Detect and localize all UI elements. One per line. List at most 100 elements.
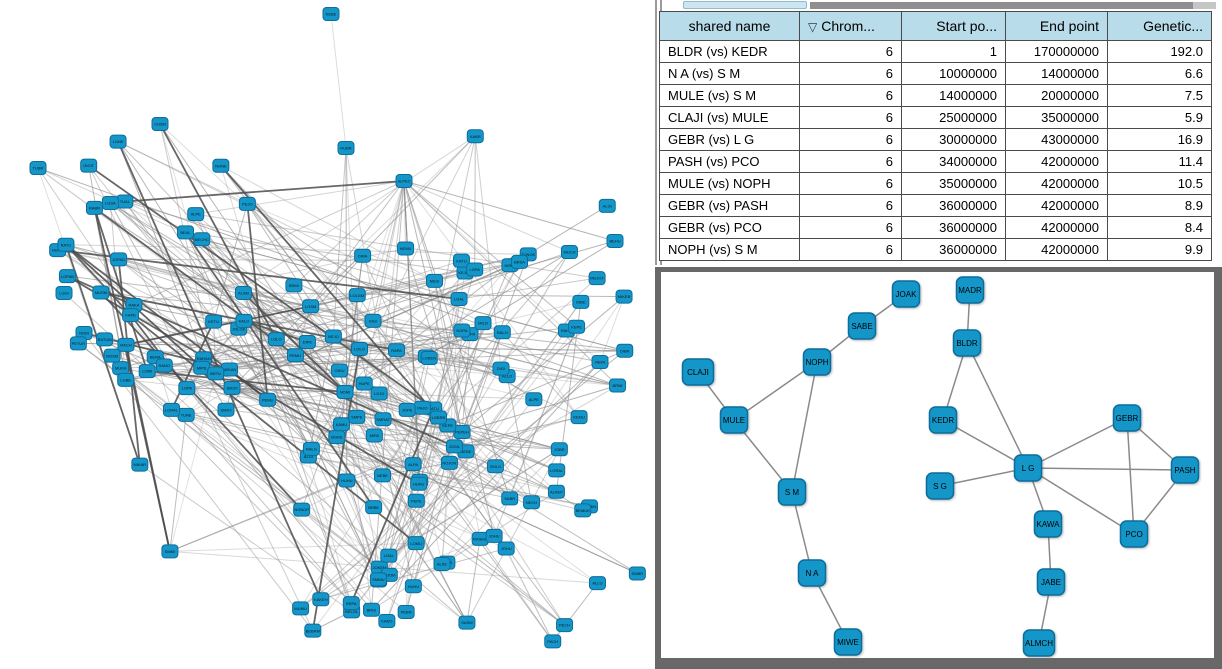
network-node[interactable]: MIKEB xyxy=(615,289,633,304)
network-node[interactable]: NOPA xyxy=(453,323,471,338)
network-node[interactable]: KEBE xyxy=(322,7,340,21)
cell-end-point[interactable]: 43000000 xyxy=(1005,128,1108,151)
cell-chromosome[interactable]: 6 xyxy=(799,194,902,217)
cell-shared-name[interactable]: BLDR (vs) KEDR xyxy=(659,40,800,63)
network-node[interactable]: GIGI xyxy=(364,313,382,328)
network-node[interactable]: KETU xyxy=(205,314,223,329)
network-node[interactable]: MUSM xyxy=(92,285,110,300)
cell-chromosome[interactable]: 6 xyxy=(799,150,902,173)
cell-end-point[interactable]: 42000000 xyxy=(1005,216,1108,239)
network-node[interactable]: MULE xyxy=(719,406,749,434)
network-node[interactable]: MUKE xyxy=(328,430,346,445)
table-tab-chip[interactable] xyxy=(683,1,807,9)
network-node[interactable]: DIGI xyxy=(492,361,510,376)
network-node[interactable]: ALPE xyxy=(525,392,543,407)
network-node[interactable]: TUNE xyxy=(177,407,195,422)
network-node[interactable]: PEPE xyxy=(407,493,425,508)
network-node[interactable]: NOMI xyxy=(336,385,354,399)
table-row[interactable]: PASH (vs) PCO 6 34000000 42000000 11.4 xyxy=(659,150,1212,173)
cell-genetic[interactable]: 7.5 xyxy=(1107,84,1212,107)
network-node[interactable]: TUAL xyxy=(116,194,134,209)
network-node[interactable]: SMMU xyxy=(369,572,387,587)
cell-chromosome[interactable]: 6 xyxy=(799,216,902,239)
cell-shared-name[interactable]: GEBR (vs) PASH xyxy=(659,194,800,217)
network-node[interactable]: BRPA xyxy=(342,596,360,611)
network-node[interactable]: PEJO xyxy=(238,196,256,211)
network-node[interactable]: HUBR xyxy=(337,141,355,155)
network-node[interactable]: JOHU xyxy=(497,541,515,556)
cell-start-point[interactable]: 30000000 xyxy=(901,128,1006,151)
network-node[interactable]: ALLG xyxy=(589,576,607,591)
network-node[interactable]: MUKA xyxy=(112,361,130,376)
cell-shared-name[interactable]: CLAJI (vs) MULE xyxy=(659,106,800,129)
network-node[interactable]: CLAJI xyxy=(681,358,715,386)
column-header-chromosome[interactable]: ▽ Chrom... xyxy=(799,11,902,41)
network-node[interactable]: RATUM xyxy=(96,332,114,347)
network-node[interactable]: PECH xyxy=(556,618,574,633)
network-node[interactable]: RAPA xyxy=(388,343,406,358)
cell-shared-name[interactable]: MULE (vs) NOPH xyxy=(659,172,800,195)
cell-end-point[interactable]: 35000000 xyxy=(1005,106,1108,129)
network-node[interactable]: NECH xyxy=(523,495,541,510)
network-node[interactable]: KAWA xyxy=(1033,510,1063,538)
network-node[interactable]: BEAL xyxy=(177,225,195,240)
network-node[interactable]: HUPE xyxy=(355,376,373,391)
cell-end-point[interactable]: 20000000 xyxy=(1005,84,1108,107)
network-node[interactable]: LGBE xyxy=(117,372,135,387)
network-node[interactable]: NECHC xyxy=(193,232,211,247)
network-node[interactable]: ALMCH xyxy=(1022,629,1056,657)
cell-start-point[interactable]: 34000000 xyxy=(901,150,1006,173)
network-node[interactable]: PAJO xyxy=(413,400,431,415)
network-node[interactable]: LOMI xyxy=(138,364,156,379)
network-node[interactable]: PEMU xyxy=(259,392,277,407)
network-node[interactable]: DIPE xyxy=(298,335,316,350)
network-node[interactable]: ALSM xyxy=(234,285,252,300)
cell-chromosome[interactable]: 6 xyxy=(799,128,902,151)
network-node[interactable]: RACH xyxy=(117,337,135,352)
network-node[interactable]: SABR xyxy=(501,491,519,506)
network-node[interactable]: DIRA xyxy=(354,248,372,263)
network-node[interactable]: ALPE xyxy=(187,207,205,222)
cell-chromosome[interactable]: 6 xyxy=(799,84,902,107)
network-node[interactable]: N A xyxy=(797,559,827,587)
table-row[interactable]: GEBR (vs) L G 6 30000000 43000000 16.9 xyxy=(659,128,1212,151)
network-node[interactable]: KEDR xyxy=(928,406,958,434)
table-row[interactable]: BLDR (vs) KEDR 6 1 170000000 192.0 xyxy=(659,40,1212,63)
network-node[interactable]: BRGI xyxy=(363,602,381,617)
network-node[interactable]: ALPEC xyxy=(395,174,413,188)
table-row[interactable]: N A (vs) S M 6 10000000 14000000 6.6 xyxy=(659,62,1212,85)
column-header-start-point[interactable]: Start po... xyxy=(901,11,1006,41)
network-node[interactable]: KABR xyxy=(466,129,484,144)
network-node[interactable]: LGNE xyxy=(109,134,127,149)
network-node[interactable]: SMJO xyxy=(223,381,241,395)
network-node[interactable]: BEHU xyxy=(606,234,624,248)
network-node[interactable]: MADR xyxy=(955,276,985,304)
network-node[interactable]: ALKE xyxy=(433,556,451,571)
network-node[interactable]: LOLGM xyxy=(348,288,366,303)
network-node[interactable]: SMMI xyxy=(161,544,179,559)
network-node[interactable]: JOPAD xyxy=(110,252,128,267)
network-node[interactable]: GIHU xyxy=(330,363,348,378)
network-node[interactable]: KAMU xyxy=(332,417,350,432)
cell-genetic[interactable]: 8.9 xyxy=(1107,194,1212,217)
network-node[interactable]: MILO xyxy=(474,316,492,331)
detail-network-canvas[interactable]: JOAK MADR SABE BLDR NOPH CLAJI MULE KEDR GEBR L G… xyxy=(661,272,1214,658)
table-row[interactable]: NOPH (vs) S M 6 36000000 42000000 9.9 xyxy=(659,238,1212,261)
network-node[interactable]: HUHU xyxy=(410,476,428,491)
network-node[interactable]: NEMI xyxy=(591,355,609,369)
cell-end-point[interactable]: 42000000 xyxy=(1005,238,1108,261)
network-node[interactable]: BRSA xyxy=(511,254,529,269)
network-node[interactable]: JOPE xyxy=(398,402,416,417)
network-node[interactable]: PASH xyxy=(1170,456,1200,484)
network-node[interactable]: HUHU xyxy=(338,473,356,488)
cell-chromosome[interactable]: 6 xyxy=(799,40,902,63)
table-row[interactable]: GEBR (vs) PCO 6 36000000 42000000 8.4 xyxy=(659,216,1212,239)
network-node[interactable]: NOJOR xyxy=(440,455,458,470)
cell-genetic[interactable]: 6.6 xyxy=(1107,62,1212,85)
overview-network-canvas[interactable]: KEBE HUBR TUBR CHSM BEHU NEMI NODI LGGI NOMI PEPE… xyxy=(0,0,655,669)
cell-start-point[interactable]: 10000000 xyxy=(901,62,1006,85)
network-node[interactable]: SASM xyxy=(458,615,476,630)
network-node[interactable]: LOPAB xyxy=(58,269,76,284)
network-node[interactable]: MIPA xyxy=(365,428,383,443)
network-node[interactable]: LOLO xyxy=(267,332,285,347)
